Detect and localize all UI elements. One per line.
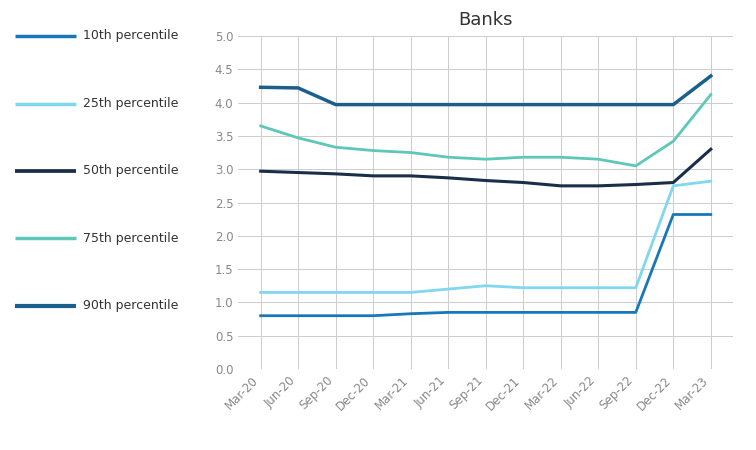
- 75th percentile: [481, 157, 490, 162]
- 90th percentile: [444, 102, 453, 107]
- 75th percentile: [331, 144, 340, 150]
- 10th percentile: [331, 313, 340, 319]
- 90th percentile: [593, 102, 603, 107]
- 10th percentile: [444, 310, 453, 315]
- Text: 75th percentile: 75th percentile: [83, 232, 178, 245]
- 10th percentile: [481, 310, 490, 315]
- 50th percentile: [444, 175, 453, 180]
- Text: 90th percentile: 90th percentile: [83, 300, 178, 312]
- 75th percentile: [706, 92, 715, 97]
- Line: 50th percentile: 50th percentile: [261, 149, 711, 186]
- 90th percentile: [293, 85, 302, 90]
- Line: 75th percentile: 75th percentile: [261, 94, 711, 166]
- 50th percentile: [631, 182, 640, 187]
- Text: 25th percentile: 25th percentile: [83, 97, 178, 110]
- Title: Banks: Banks: [458, 11, 513, 29]
- 25th percentile: [556, 285, 565, 290]
- 10th percentile: [369, 313, 378, 319]
- 25th percentile: [293, 290, 302, 295]
- Line: 10th percentile: 10th percentile: [261, 215, 711, 316]
- 75th percentile: [519, 154, 528, 160]
- 90th percentile: [556, 102, 565, 107]
- 90th percentile: [406, 102, 415, 107]
- 50th percentile: [256, 168, 265, 174]
- Line: 90th percentile: 90th percentile: [261, 76, 711, 104]
- 25th percentile: [369, 290, 378, 295]
- 50th percentile: [593, 183, 603, 189]
- 75th percentile: [556, 154, 565, 160]
- 75th percentile: [406, 150, 415, 155]
- 50th percentile: [331, 171, 340, 176]
- 25th percentile: [519, 285, 528, 290]
- 10th percentile: [256, 313, 265, 319]
- 90th percentile: [631, 102, 640, 107]
- 90th percentile: [369, 102, 378, 107]
- 75th percentile: [369, 148, 378, 153]
- 50th percentile: [669, 180, 678, 185]
- 10th percentile: [406, 311, 415, 316]
- 90th percentile: [669, 102, 678, 107]
- 75th percentile: [593, 157, 603, 162]
- 90th percentile: [331, 102, 340, 107]
- 75th percentile: [631, 163, 640, 169]
- 75th percentile: [444, 154, 453, 160]
- 50th percentile: [556, 183, 565, 189]
- 10th percentile: [519, 310, 528, 315]
- 50th percentile: [369, 173, 378, 179]
- 75th percentile: [669, 139, 678, 144]
- 50th percentile: [706, 147, 715, 152]
- 75th percentile: [293, 135, 302, 140]
- 25th percentile: [481, 283, 490, 288]
- 25th percentile: [331, 290, 340, 295]
- 90th percentile: [481, 102, 490, 107]
- 90th percentile: [706, 73, 715, 79]
- 10th percentile: [293, 313, 302, 319]
- 10th percentile: [556, 310, 565, 315]
- 25th percentile: [406, 290, 415, 295]
- 50th percentile: [406, 173, 415, 179]
- 50th percentile: [519, 180, 528, 185]
- 75th percentile: [256, 123, 265, 129]
- Line: 25th percentile: 25th percentile: [261, 181, 711, 292]
- 10th percentile: [631, 310, 640, 315]
- 10th percentile: [669, 212, 678, 217]
- 90th percentile: [256, 85, 265, 90]
- 50th percentile: [481, 178, 490, 183]
- 50th percentile: [293, 170, 302, 175]
- Text: 50th percentile: 50th percentile: [83, 165, 178, 177]
- Text: 10th percentile: 10th percentile: [83, 30, 178, 42]
- 25th percentile: [631, 285, 640, 290]
- 25th percentile: [444, 286, 453, 292]
- 25th percentile: [593, 285, 603, 290]
- 25th percentile: [706, 179, 715, 184]
- 10th percentile: [706, 212, 715, 217]
- 90th percentile: [519, 102, 528, 107]
- 25th percentile: [669, 183, 678, 189]
- 25th percentile: [256, 290, 265, 295]
- 10th percentile: [593, 310, 603, 315]
